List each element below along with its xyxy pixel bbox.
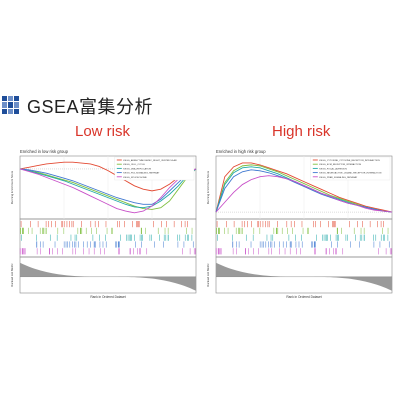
legend-label-4: KEGG_NEUROACTIVE_LIGAND_RECEPTOR_INTERAC… (319, 172, 381, 175)
y-axis-label: Running Enrichment Score (10, 170, 14, 204)
legend-label-2: KEGG_ECM_RECEPTOR_INTERACTION (319, 163, 361, 166)
page-title: GSEA富集分析 (27, 97, 154, 117)
chart-title: Enriched in low risk group (20, 149, 69, 154)
lower-y-axis-label: Ranked List Metric (206, 263, 210, 287)
series-line-1 (215, 162, 393, 213)
series-line-5 (215, 175, 393, 213)
legend-label-5: KEGG_PPAR_SIGNALING_PATHWAY (319, 176, 357, 179)
series-line-2 (19, 168, 197, 210)
legend-label-2: KEGG_CELL_CYCLE (123, 164, 145, 166)
legend-label-3: KEGG_DNA_REPLICATION (123, 167, 151, 170)
series-line-4 (215, 169, 393, 213)
series-line-5 (19, 168, 197, 214)
x-axis-label: Rank in Ordered Dataset (286, 295, 321, 299)
lower-y-axis-label: Ranked List Metric (10, 263, 14, 287)
legend-label-1: KEGG_ARRHYTHMOGENIC_RIGHT_VENTRICULAR (123, 159, 177, 162)
series-line-1 (19, 161, 197, 192)
high-risk-gsea-plot: Enriched in high risk group Running Enric… (206, 149, 393, 299)
grid-logo-icon (2, 96, 20, 114)
series-line-4 (19, 168, 197, 205)
legend-label-4: KEGG_P53_SIGNALING_PATHWAY (123, 172, 160, 175)
low-risk-label: Low risk (75, 123, 131, 140)
legend-label-5: KEGG_SPLICEOSOME (123, 177, 147, 179)
hits-panel-frame (215, 218, 393, 258)
legend-box (310, 156, 391, 181)
legend-label-3: KEGG_FOCAL_ADHESION (319, 167, 347, 170)
legend-box (114, 156, 195, 181)
page-header: GSEA富集分析 (0, 88, 400, 124)
hits-panel-frame (19, 218, 197, 258)
legend-label-1: KEGG_CYTOKINE_CYTOKINE_RECEPTOR_INTERACT… (319, 159, 380, 162)
series-line-3 (19, 168, 197, 209)
x-axis-label: Rank in Ordered Dataset (90, 295, 125, 299)
low-risk-gsea-plot: Enriched in low risk group Running Enrich… (10, 149, 197, 299)
high-risk-label: High risk (272, 123, 331, 140)
y-axis-label: Running Enrichment Score (206, 170, 210, 204)
chart-title: Enriched in high risk group (216, 149, 266, 154)
